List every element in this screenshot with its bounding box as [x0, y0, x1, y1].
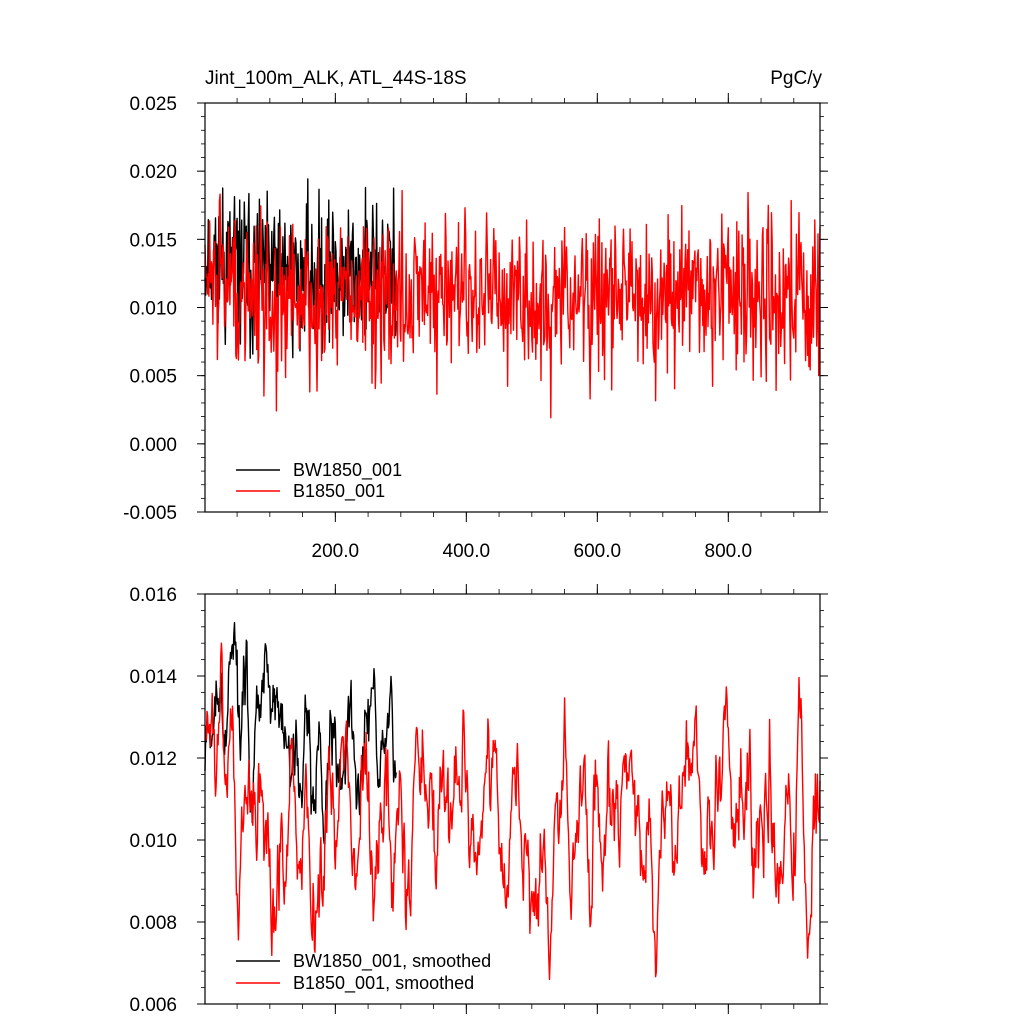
y-tick-label: 0.015 — [129, 230, 177, 251]
x-tick-label: 400.0 — [443, 541, 491, 562]
series-line-b1850-001-smoothed — [204, 642, 821, 981]
y-tick-label: 0.005 — [129, 367, 177, 388]
top-legend: BW1850_001 B1850_001 — [236, 460, 402, 502]
y-tick-label: 0.000 — [129, 435, 177, 456]
series-line-b1850-001 — [204, 189, 821, 419]
y-tick-label: 0.016 — [129, 585, 177, 606]
top-plot-frame — [204, 102, 821, 513]
top-ticks: -0.005 0.000 0.005 0.010 0.015 0.020 0.025 200.… — [123, 93, 828, 562]
x-tick-label: 800.0 — [705, 541, 753, 562]
y-tick-label: 0.010 — [129, 299, 177, 320]
bottom-plot-frame — [204, 593, 821, 1005]
y-tick-label: 0.020 — [129, 162, 177, 183]
y-tick-label: 0.012 — [129, 749, 177, 770]
legend-label-b1850: B1850_001 — [293, 481, 385, 502]
bottom-ticks: 0.006 0.008 0.010 0.012 0.014 0.016 — [129, 584, 828, 1016]
chart-title: Jint_100m_ALK, ATL_44S-18S — [205, 68, 467, 89]
units-label: PgC/y — [770, 68, 822, 89]
legend-label-b1850-smoothed: B1850_001, smoothed — [293, 973, 474, 994]
bottom-series — [204, 622, 821, 981]
top-series — [204, 178, 821, 419]
y-tick-label: 0.025 — [129, 94, 177, 115]
bottom-legend: BW1850_001, smoothed B1850_001, smoothed — [236, 951, 491, 994]
x-tick-label: 200.0 — [312, 541, 360, 562]
x-tick-label: 600.0 — [574, 541, 622, 562]
y-tick-label: 0.014 — [129, 667, 177, 688]
legend-label-bw1850: BW1850_001 — [293, 460, 402, 481]
y-tick-label: 0.006 — [129, 995, 177, 1016]
top-panel: Jint_100m_ALK, ATL_44S-18S PgC/y -0.005 0… — [123, 68, 828, 562]
y-tick-label: 0.008 — [129, 913, 177, 934]
legend-label-bw1850-smoothed: BW1850_001, smoothed — [293, 951, 491, 972]
bottom-panel: 0.006 0.008 0.010 0.012 0.014 0.016 BW1850_00… — [129, 584, 828, 1016]
y-tick-label: -0.005 — [123, 503, 177, 524]
series-line-bw1850-001-smoothed — [204, 622, 397, 845]
y-tick-label: 0.010 — [129, 831, 177, 852]
